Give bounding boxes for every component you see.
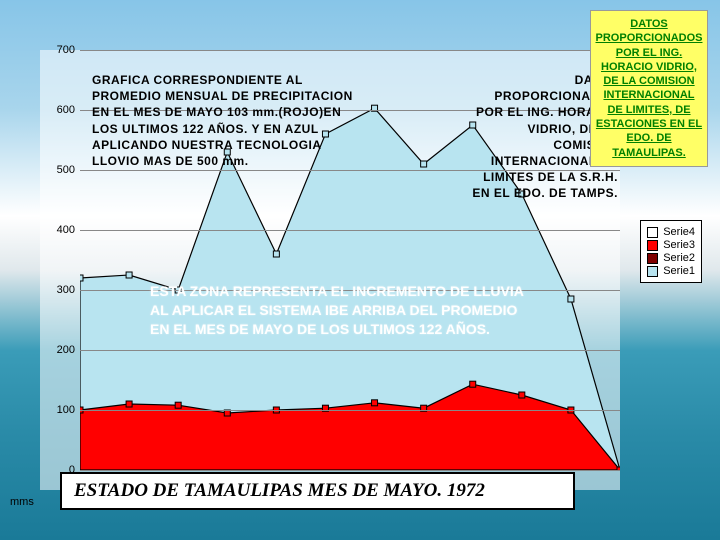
- legend-swatch: [647, 240, 658, 251]
- legend-item: Serie4: [647, 226, 695, 238]
- legend-swatch: [647, 266, 658, 277]
- grid-line: [80, 410, 620, 411]
- y-tick-label: 300: [50, 284, 75, 296]
- legend-item: Serie2: [647, 252, 695, 264]
- grid-line: [80, 470, 620, 471]
- y-tick-label: 400: [50, 224, 75, 236]
- legend-label: Serie4: [663, 226, 695, 238]
- yellow-sticky-note: DATOS PROPORCIONADOS POR EL ING. HORACIO…: [590, 10, 708, 167]
- x-axis-unit: mms: [10, 496, 34, 508]
- grid-line: [80, 230, 620, 231]
- legend-box: Serie4Serie3Serie2Serie1: [640, 220, 702, 283]
- legend-item: Serie3: [647, 239, 695, 251]
- y-tick-label: 500: [50, 164, 75, 176]
- description-left: GRAFICA CORRESPONDIENTE AL PROMEDIO MENS…: [92, 72, 367, 169]
- bottom-banner: ESTADO DE TAMAULIPAS MES DE MAYO. 1972: [60, 472, 575, 510]
- yellow-note-text: DATOS PROPORCIONADOS POR EL ING. HORACIO…: [596, 18, 703, 159]
- y-tick-label: 200: [50, 344, 75, 356]
- grid-line: [80, 350, 620, 351]
- legend-label: Serie3: [663, 239, 695, 251]
- legend-label: Serie2: [663, 252, 695, 264]
- y-tick-label: 100: [50, 404, 75, 416]
- y-tick-label: 700: [50, 44, 75, 56]
- grid-line: [80, 50, 620, 51]
- legend-item: Serie1: [647, 265, 695, 277]
- overlay-annotation: ESTA ZONA REPRESENTA EL INCREMENTO DE LL…: [150, 282, 530, 339]
- legend-swatch: [647, 253, 658, 264]
- legend-label: Serie1: [663, 265, 695, 277]
- legend-swatch: [647, 227, 658, 238]
- y-tick-label: 600: [50, 104, 75, 116]
